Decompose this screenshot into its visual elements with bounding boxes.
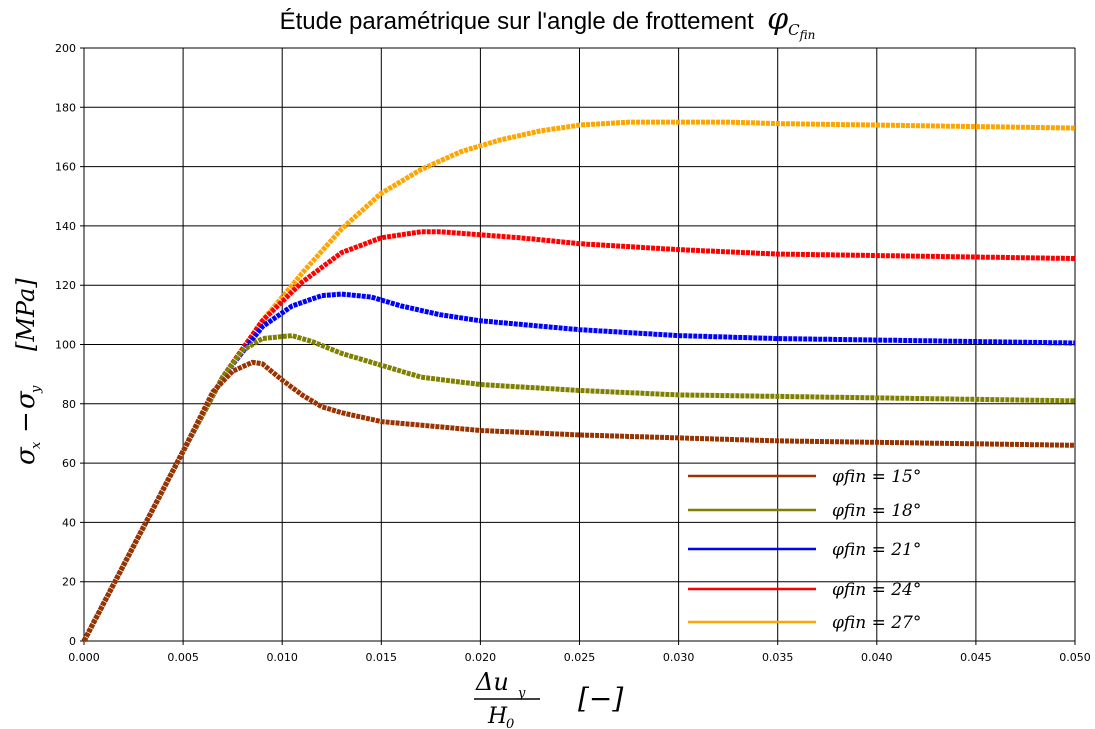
series-line — [81, 291, 1075, 643]
y-tick-label: 180 — [55, 101, 76, 114]
legend-label: φfin = 21° — [832, 540, 921, 560]
legend-label: φfin = 15° — [832, 467, 921, 487]
title-subsubscript: fin — [799, 28, 816, 42]
series-line — [81, 119, 1076, 643]
svg-text:x: x — [29, 441, 44, 449]
legend-label: φfin = 27° — [832, 613, 921, 633]
svg-text:−: − — [11, 411, 41, 433]
svg-text:y: y — [517, 686, 526, 701]
y-tick-label: 140 — [55, 220, 76, 233]
x-tick-label: 0.040 — [861, 651, 893, 664]
x-tick-label: 0.000 — [68, 651, 100, 664]
svg-text:0: 0 — [506, 717, 514, 729]
x-tick-label: 0.005 — [167, 651, 199, 664]
title-phi-symbol: φ — [767, 2, 789, 37]
y-tick-label: 160 — [55, 161, 76, 174]
y-tick-labels: 0 20 40 60 80 100 120 140 160 180 200 — [55, 42, 76, 648]
x-tick-label: 0.050 — [1059, 651, 1091, 664]
svg-text:[MPa]: [MPa] — [12, 278, 40, 351]
x-axis-label: Δu y H 0 [−] — [474, 668, 623, 729]
svg-text:Δu: Δu — [475, 668, 509, 696]
y-tick-label: 0 — [69, 635, 76, 648]
y-tick-label: 20 — [62, 576, 76, 589]
svg-text:H: H — [487, 704, 508, 729]
y-tick-label: 40 — [62, 516, 76, 529]
svg-text:σ: σ — [11, 390, 41, 409]
y-tick-label: 120 — [55, 279, 76, 292]
x-tick-label: 0.045 — [960, 651, 992, 664]
y-tick-label: 100 — [55, 339, 76, 352]
y-tick-label: 200 — [55, 42, 76, 55]
chart-title-text: Étude paramétrique sur l'angle de frotte… — [279, 8, 754, 35]
chart-title: Étude paramétrique sur l'angle de frotte… — [0, 2, 1095, 42]
x-tick-label: 0.025 — [564, 651, 596, 664]
x-tick-label: 0.015 — [366, 651, 398, 664]
series-line — [81, 359, 1075, 643]
legend-label: φfin = 18° — [832, 501, 921, 521]
x-tick-labels: 0.000 0.005 0.010 0.015 0.020 0.025 0.030 0.035… — [68, 651, 1091, 664]
title-subscript: C — [788, 21, 800, 39]
legend-label: φfin = 24° — [832, 580, 921, 600]
x-tick-label: 0.035 — [762, 651, 794, 664]
svg-text:[−]: [−] — [578, 682, 623, 715]
svg-text:σ: σ — [11, 446, 41, 465]
svg-text:y: y — [29, 385, 44, 394]
legend: φfin = 15° φfin = 18° φfin = 21° φfin = 24°… — [688, 467, 921, 633]
series-lines — [81, 119, 1076, 643]
y-axis-label: σ x − σ y [MPa] — [11, 278, 44, 465]
x-tick-label: 0.010 — [266, 651, 298, 664]
y-tick-label: 80 — [62, 398, 76, 411]
x-tick-label: 0.020 — [465, 651, 497, 664]
x-tick-label: 0.030 — [663, 651, 695, 664]
series-line — [81, 229, 1075, 643]
grid-lines — [80, 47, 1076, 645]
y-tick-label: 60 — [62, 457, 76, 470]
